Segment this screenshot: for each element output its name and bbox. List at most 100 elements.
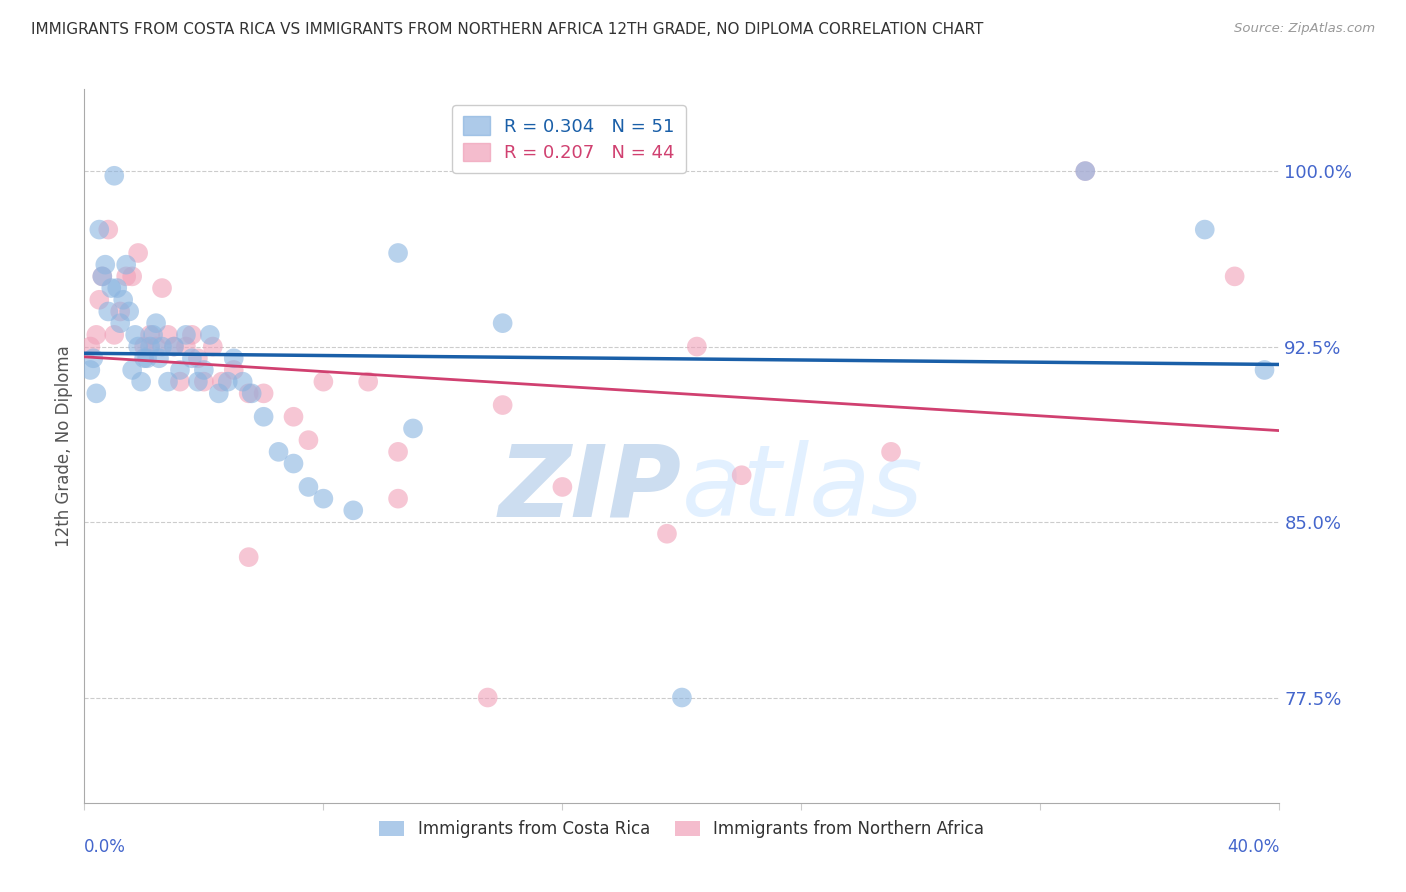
Point xyxy=(118,304,141,318)
Text: 40.0%: 40.0% xyxy=(1227,838,1279,856)
Point xyxy=(217,375,239,389)
Point xyxy=(357,375,380,389)
Point xyxy=(127,246,149,260)
Point xyxy=(387,491,409,506)
Point xyxy=(145,340,167,354)
Point xyxy=(477,690,499,705)
Point xyxy=(121,363,143,377)
Point xyxy=(312,491,335,506)
Point xyxy=(100,281,122,295)
Point xyxy=(181,327,204,342)
Point xyxy=(169,363,191,377)
Point xyxy=(132,340,156,354)
Point xyxy=(139,340,162,354)
Point xyxy=(387,246,409,260)
Point xyxy=(686,340,709,354)
Point xyxy=(181,351,204,366)
Point xyxy=(89,293,111,307)
Point xyxy=(103,169,125,183)
Point xyxy=(79,363,101,377)
Point xyxy=(238,550,260,565)
Point xyxy=(174,340,197,354)
Point xyxy=(86,386,108,401)
Point xyxy=(132,351,156,366)
Point xyxy=(211,375,233,389)
Point xyxy=(89,222,111,236)
Point xyxy=(201,340,224,354)
Point xyxy=(97,222,120,236)
Point xyxy=(297,480,319,494)
Point xyxy=(94,258,117,272)
Point xyxy=(551,480,574,494)
Point xyxy=(222,351,245,366)
Point xyxy=(1253,363,1275,377)
Point xyxy=(121,269,143,284)
Point xyxy=(1194,222,1216,236)
Point xyxy=(157,375,180,389)
Point xyxy=(193,363,215,377)
Point xyxy=(655,526,678,541)
Text: IMMIGRANTS FROM COSTA RICA VS IMMIGRANTS FROM NORTHERN AFRICA 12TH GRADE, NO DIP: IMMIGRANTS FROM COSTA RICA VS IMMIGRANTS… xyxy=(31,22,983,37)
Point xyxy=(267,445,290,459)
Point xyxy=(136,351,159,366)
Point xyxy=(238,386,260,401)
Point xyxy=(139,327,162,342)
Point xyxy=(163,340,186,354)
Point xyxy=(387,445,409,459)
Point xyxy=(283,409,305,424)
Point xyxy=(492,316,515,330)
Point xyxy=(731,468,754,483)
Point xyxy=(402,421,425,435)
Point xyxy=(880,445,903,459)
Point xyxy=(253,386,276,401)
Point xyxy=(97,304,120,318)
Point xyxy=(187,351,209,366)
Point xyxy=(112,293,135,307)
Point xyxy=(671,690,693,705)
Point xyxy=(103,327,125,342)
Point xyxy=(91,269,114,284)
Point xyxy=(232,375,254,389)
Text: Source: ZipAtlas.com: Source: ZipAtlas.com xyxy=(1234,22,1375,36)
Point xyxy=(124,327,146,342)
Point xyxy=(142,327,165,342)
Point xyxy=(157,327,180,342)
Point xyxy=(492,398,515,412)
Point xyxy=(163,340,186,354)
Point xyxy=(115,269,138,284)
Point xyxy=(1074,164,1097,178)
Point xyxy=(145,316,167,330)
Point xyxy=(150,340,173,354)
Point xyxy=(174,327,197,342)
Point xyxy=(115,258,138,272)
Point xyxy=(150,281,173,295)
Point xyxy=(1223,269,1246,284)
Point xyxy=(198,327,221,342)
Point xyxy=(193,375,215,389)
Legend: Immigrants from Costa Rica, Immigrants from Northern Africa: Immigrants from Costa Rica, Immigrants f… xyxy=(373,814,991,845)
Point xyxy=(283,457,305,471)
Point xyxy=(297,433,319,447)
Point xyxy=(342,503,364,517)
Point xyxy=(110,316,132,330)
Point xyxy=(312,375,335,389)
Point xyxy=(86,327,108,342)
Point xyxy=(208,386,231,401)
Y-axis label: 12th Grade, No Diploma: 12th Grade, No Diploma xyxy=(55,345,73,547)
Point xyxy=(1074,164,1097,178)
Point xyxy=(129,375,152,389)
Point xyxy=(240,386,263,401)
Point xyxy=(79,340,101,354)
Point xyxy=(82,351,104,366)
Text: ZIP: ZIP xyxy=(499,441,682,537)
Text: atlas: atlas xyxy=(682,441,924,537)
Point xyxy=(222,363,245,377)
Point xyxy=(91,269,114,284)
Point xyxy=(127,340,149,354)
Text: 0.0%: 0.0% xyxy=(84,838,127,856)
Point xyxy=(110,304,132,318)
Point xyxy=(187,375,209,389)
Point xyxy=(253,409,276,424)
Point xyxy=(148,351,170,366)
Point xyxy=(169,375,191,389)
